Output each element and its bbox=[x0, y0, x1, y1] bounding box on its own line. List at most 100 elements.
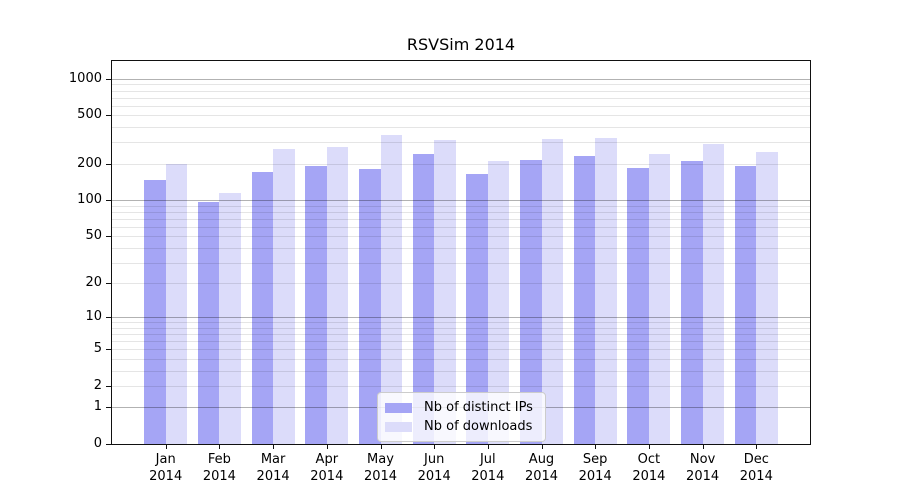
gridline-minor-600 bbox=[112, 105, 810, 107]
bar-downloads-may bbox=[380, 134, 402, 444]
gridline-minor-30 bbox=[112, 262, 810, 264]
y-tick-5 bbox=[106, 349, 111, 351]
bar-distinct-ips-apr bbox=[305, 165, 327, 444]
y-tick-label-500: 500 bbox=[77, 107, 102, 123]
y-tick-label-1: 1 bbox=[93, 399, 102, 415]
gridline-minor-900 bbox=[112, 84, 810, 86]
legend: Nb of distinct IPs Nb of downloads bbox=[377, 392, 546, 442]
x-tick-year-aug: 2014 bbox=[524, 469, 559, 484]
x-tick-label-apr: Apr 2014 bbox=[296, 451, 358, 485]
bar-distinct-ips-dec bbox=[734, 165, 757, 444]
x-tick-label-mar: Mar 2014 bbox=[242, 451, 304, 485]
y-tick-20 bbox=[106, 283, 111, 285]
x-tick-month-nov: Nov bbox=[689, 452, 716, 467]
x-tick-label-may: May 2014 bbox=[350, 451, 412, 485]
bar-downloads-oct bbox=[648, 154, 671, 444]
gridline-major-10 bbox=[112, 317, 810, 319]
gridline-minor-9 bbox=[112, 322, 810, 324]
bar-distinct-ips-jul bbox=[466, 174, 488, 444]
x-tick-month-dec: Dec bbox=[743, 452, 769, 467]
gridline-minor-50 bbox=[112, 236, 810, 238]
x-tick-apr bbox=[326, 444, 328, 449]
y-tick-200 bbox=[106, 163, 111, 165]
gridline-minor-5 bbox=[112, 349, 810, 351]
x-tick-label-aug: Aug 2014 bbox=[511, 451, 573, 485]
chart-title: RSVSim 2014 bbox=[406, 35, 516, 54]
x-tick-dec bbox=[756, 444, 758, 449]
x-tick-feb bbox=[219, 444, 221, 449]
bar-distinct-ips-jan bbox=[144, 179, 166, 444]
y-tick-label-1000: 1000 bbox=[68, 70, 102, 86]
x-tick-month-feb: Feb bbox=[207, 452, 231, 467]
gridline-minor-500 bbox=[112, 115, 810, 117]
gridline-minor-90 bbox=[112, 205, 810, 207]
gridline-minor-60 bbox=[112, 226, 810, 228]
x-tick-aug bbox=[541, 444, 543, 449]
y-tick-label-2: 2 bbox=[93, 377, 102, 393]
x-tick-month-jul: Jul bbox=[479, 452, 496, 467]
x-tick-month-jan: Jan bbox=[155, 452, 176, 467]
bar-distinct-ips-sep bbox=[573, 156, 596, 444]
legend-item-downloads: Nb of downloads bbox=[385, 417, 533, 436]
x-tick-label-sep: Sep 2014 bbox=[564, 451, 626, 485]
x-tick-year-jul: 2014 bbox=[471, 469, 505, 484]
bar-distinct-ips-may bbox=[359, 168, 381, 444]
y-tick-0 bbox=[106, 444, 111, 445]
x-tick-year-dec: 2014 bbox=[739, 469, 773, 484]
x-tick-jan bbox=[165, 444, 167, 449]
gridline-minor-2 bbox=[112, 385, 810, 387]
x-tick-year-jan: 2014 bbox=[149, 469, 183, 484]
bar-distinct-ips-aug bbox=[520, 159, 542, 444]
y-tick-1 bbox=[106, 407, 111, 409]
y-tick-label-20: 20 bbox=[85, 275, 102, 291]
bar-distinct-ips-nov bbox=[681, 161, 703, 444]
bar-downloads-nov bbox=[702, 143, 725, 444]
y-tick-label-0: 0 bbox=[93, 436, 102, 451]
x-tick-month-mar: Mar bbox=[260, 452, 286, 467]
y-tick-100 bbox=[106, 200, 111, 201]
gridline-minor-80 bbox=[112, 211, 810, 213]
legend-swatch-distinct-ips bbox=[385, 402, 412, 413]
x-tick-sep bbox=[595, 444, 597, 449]
x-tick-month-oct: Oct bbox=[637, 452, 661, 467]
bar-distinct-ips-oct bbox=[627, 167, 649, 444]
gridline-minor-8 bbox=[112, 327, 810, 329]
x-tick-year-may: 2014 bbox=[363, 469, 398, 484]
gridline-minor-800 bbox=[112, 90, 810, 92]
x-tick-label-feb: Feb 2014 bbox=[188, 451, 250, 485]
y-tick-label-10: 10 bbox=[85, 309, 102, 325]
x-tick-may bbox=[380, 444, 382, 449]
x-tick-year-apr: 2014 bbox=[310, 469, 344, 484]
x-tick-year-sep: 2014 bbox=[578, 469, 612, 484]
x-tick-month-apr: Apr bbox=[315, 452, 339, 467]
gridline-minor-700 bbox=[112, 97, 810, 99]
x-tick-label-oct: Oct 2014 bbox=[618, 451, 680, 485]
x-tick-jul bbox=[487, 444, 489, 449]
gridline-minor-400 bbox=[112, 127, 810, 129]
x-tick-label-jun: Jun 2014 bbox=[403, 451, 465, 485]
x-tick-month-may: May bbox=[367, 452, 394, 467]
x-tick-mar bbox=[273, 444, 275, 449]
x-tick-label-jan: Jan 2014 bbox=[135, 451, 197, 485]
gridline-minor-20 bbox=[112, 283, 810, 285]
x-tick-year-feb: 2014 bbox=[202, 469, 236, 484]
x-tick-label-nov: Nov 2014 bbox=[672, 451, 734, 485]
y-tick-500 bbox=[106, 115, 111, 117]
y-tick-label-50: 50 bbox=[85, 228, 102, 244]
x-tick-oct bbox=[648, 444, 650, 449]
bar-downloads-feb bbox=[219, 193, 241, 444]
bar-downloads-aug bbox=[541, 138, 563, 444]
x-tick-year-oct: 2014 bbox=[632, 469, 666, 484]
bar-downloads-jul bbox=[487, 161, 510, 444]
bar-downloads-apr bbox=[326, 147, 349, 444]
gridline-minor-200 bbox=[112, 163, 810, 165]
plot-area: Nb of distinct IPs Nb of downloads bbox=[111, 60, 811, 445]
x-tick-label-jul: Jul 2014 bbox=[457, 451, 519, 485]
x-tick-year-mar: 2014 bbox=[256, 469, 290, 484]
x-tick-month-jun: Jun bbox=[424, 452, 445, 467]
bar-distinct-ips-mar bbox=[251, 172, 274, 444]
x-tick-month-aug: Aug bbox=[528, 452, 555, 467]
gridline-major-1000 bbox=[112, 78, 810, 80]
legend-label-downloads: Nb of downloads bbox=[424, 419, 533, 434]
